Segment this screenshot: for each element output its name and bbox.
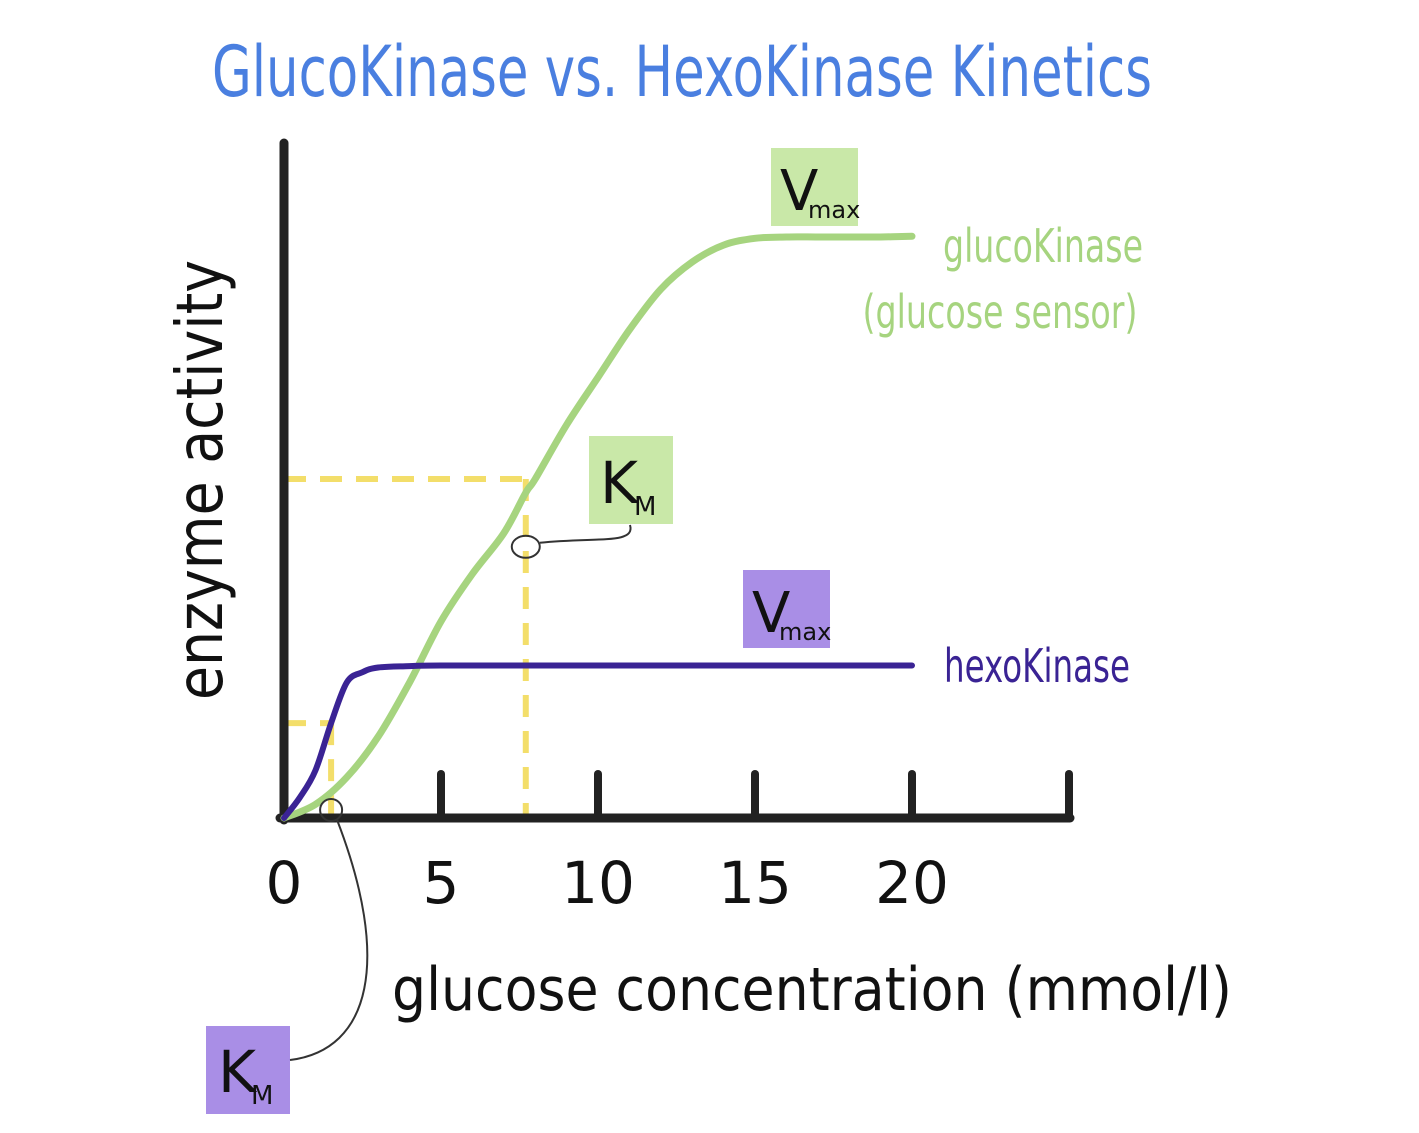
- series-line-glucokinase: [280, 232, 916, 822]
- x-axis-label: glucose concentration (mmol/l): [392, 955, 1232, 1025]
- series-label-hexokinase: hexoKinase: [944, 639, 1130, 693]
- annotation-gk-vmax-main: V: [780, 159, 818, 224]
- x-tick-label-20: 20: [875, 849, 949, 917]
- km-connector-hexokinase: [289, 819, 369, 1061]
- annotation-hk-vmax-sub: max: [779, 618, 831, 646]
- chart-title: GlucoKinase vs. HexoKinase Kinetics: [212, 31, 1152, 113]
- series-line-hexokinase: [281, 662, 915, 821]
- km-marker-glucokinase: [510, 534, 541, 559]
- x-ticks: [437, 770, 1073, 822]
- annotation-hexokinase-vmax: V max: [743, 570, 831, 648]
- series-label-glucokinase: glucoKinase: [943, 219, 1143, 273]
- x-tick-labels: 0 5 10 15 20: [266, 849, 949, 917]
- annotation-hk-km-sub: M: [251, 1081, 273, 1111]
- annotation-hk-vmax-main: V: [752, 581, 790, 646]
- x-tick-label-15: 15: [718, 849, 792, 917]
- y-axis-label: enzyme activity: [164, 260, 238, 700]
- km-marker-hexokinase: [319, 798, 344, 822]
- km-guide-lines: [284, 476, 529, 818]
- annotation-glucokinase-km: K M: [589, 436, 673, 524]
- annotation-gk-vmax-sub: max: [808, 196, 860, 224]
- x-tick-label-10: 10: [561, 849, 635, 917]
- x-tick-label-0: 0: [266, 849, 303, 917]
- km-callouts: [289, 524, 632, 1061]
- x-tick-label-5: 5: [423, 849, 460, 917]
- series-label-glucokinase-sub: (glucose sensor): [863, 285, 1138, 339]
- annotation-glucokinase-vmax: V max: [771, 148, 860, 226]
- annotation-gk-km-sub: M: [634, 492, 656, 522]
- annotation-hexokinase-km: K M: [206, 1026, 290, 1114]
- km-connector-glucokinase: [539, 524, 632, 544]
- annotation-gk-km-main: K: [600, 449, 640, 517]
- annotation-hk-km-main: K: [218, 1038, 258, 1106]
